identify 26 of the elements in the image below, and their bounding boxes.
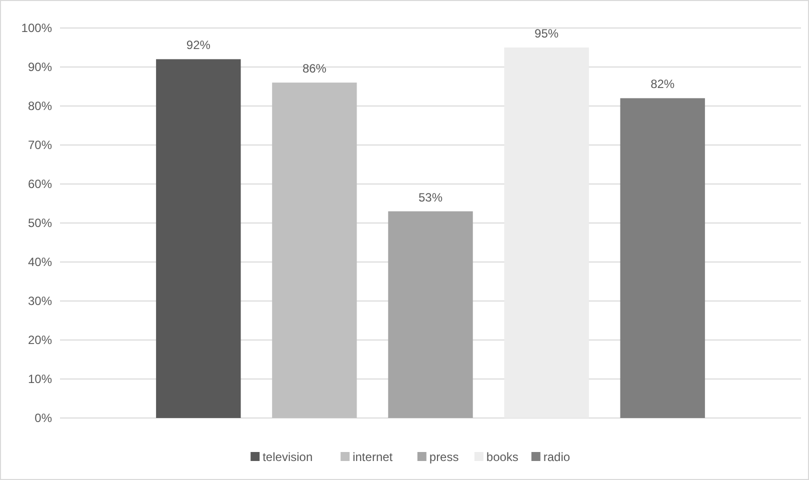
- legend-label: television: [262, 450, 313, 464]
- y-tick-label: 50%: [28, 216, 52, 230]
- bar: [388, 211, 473, 418]
- data-label: 53%: [418, 190, 443, 204]
- y-tick-label: 20%: [28, 333, 52, 348]
- data-label: 82%: [650, 77, 675, 92]
- y-tick-label: 80%: [28, 99, 52, 114]
- bar: [504, 48, 589, 418]
- legend-label: press: [429, 450, 459, 464]
- bar: [156, 59, 241, 418]
- legend-label: books: [486, 450, 518, 464]
- y-tick-label: 40%: [28, 255, 52, 270]
- data-label: 92%: [186, 38, 211, 52]
- bar: [620, 98, 705, 418]
- y-tick-label: 10%: [28, 372, 52, 386]
- y-tick-label: 30%: [28, 294, 52, 308]
- data-label: 86%: [302, 62, 327, 76]
- bar: [272, 82, 357, 418]
- data-label: 95%: [534, 26, 559, 40]
- y-tick-label: 60%: [28, 177, 52, 192]
- y-tick-label: 90%: [28, 60, 52, 74]
- y-tick-label: 70%: [28, 138, 52, 152]
- y-tick-label: 0%: [34, 411, 52, 426]
- legend-label: radio: [543, 450, 570, 464]
- y-tick-label: 100%: [21, 21, 52, 36]
- legend-label: internet: [352, 450, 394, 464]
